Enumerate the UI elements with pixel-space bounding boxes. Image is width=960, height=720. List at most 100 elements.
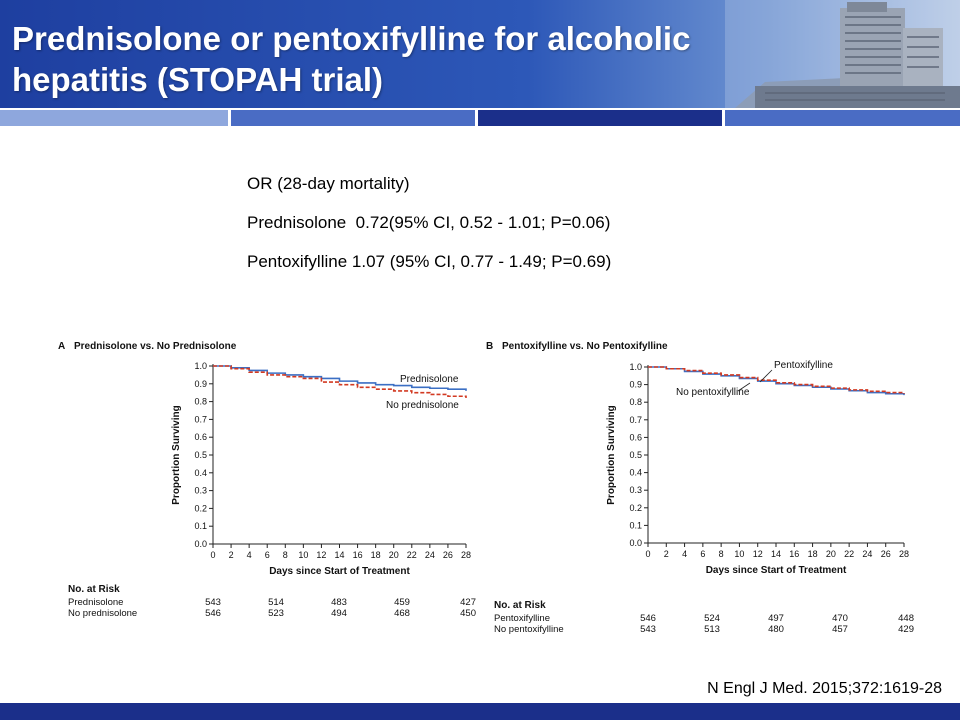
risk-cell: 523	[268, 608, 284, 619]
risk-cell: 483	[331, 597, 347, 608]
odds-ratio-heading: OR (28-day mortality)	[247, 174, 410, 193]
chart-title: Pentoxifylline vs. No Pentoxifylline	[502, 341, 668, 352]
risk-cell: 459	[394, 597, 410, 608]
risk-row-label: No prednisolone	[68, 608, 137, 619]
x-tick-label: 8	[283, 550, 288, 560]
risk-table-title: No. at Risk	[68, 584, 120, 595]
header-stripe	[478, 110, 722, 126]
risk-cell: 468	[394, 608, 410, 619]
y-tick-label: 0.8	[194, 397, 207, 407]
y-tick-label: 0.1	[194, 521, 207, 531]
risk-cell: 513	[704, 624, 720, 635]
x-tick-label: 10	[298, 550, 308, 560]
y-tick-label: 0.9	[194, 379, 207, 389]
x-tick-label: 2	[229, 550, 234, 560]
series-label: No prednisolone	[386, 400, 459, 411]
y-tick-label: 0.6	[629, 432, 642, 442]
label-leader-line	[759, 369, 773, 383]
y-tick-label: 1.0	[194, 361, 207, 371]
risk-cell: 514	[268, 597, 284, 608]
x-tick-label: 0	[645, 549, 650, 559]
y-tick-label: 0.7	[629, 415, 642, 425]
risk-cell: 427	[460, 597, 476, 608]
x-tick-label: 0	[210, 550, 215, 560]
header-stripe	[231, 110, 475, 126]
risk-row-label: Prednisolone	[68, 597, 123, 608]
risk-cell: 543	[640, 624, 656, 635]
risk-cell: 543	[205, 597, 221, 608]
x-tick-label: 4	[247, 550, 252, 560]
y-tick-label: 0.9	[629, 380, 642, 390]
x-tick-label: 12	[316, 550, 326, 560]
series-label: Prednisolone	[400, 374, 459, 385]
risk-cell: 546	[640, 613, 656, 624]
x-tick-label: 20	[389, 550, 399, 560]
y-tick-label: 0.5	[629, 450, 642, 460]
y-tick-label: 0.1	[629, 520, 642, 530]
y-tick-label: 0.2	[629, 503, 642, 513]
km-chart-b: B Pentoxifylline vs. No Pentoxifylline 0.0…	[486, 341, 914, 635]
series-label: No pentoxifylline	[676, 387, 750, 398]
slide-title-line-1: Prednisolone or pentoxifylline for alcoh…	[12, 20, 691, 57]
x-tick-label: 20	[826, 549, 836, 559]
x-tick-label: 28	[461, 550, 471, 560]
x-tick-label: 16	[353, 550, 363, 560]
y-tick-label: 0.3	[629, 485, 642, 495]
risk-cell: 470	[832, 613, 848, 624]
y-tick-label: 0.3	[194, 486, 207, 496]
citation: N Engl J Med. 2015;372:1619-28	[707, 680, 942, 697]
x-tick-label: 10	[734, 549, 744, 559]
risk-row-label: Pentoxifylline	[494, 613, 550, 624]
risk-cell: 457	[832, 624, 848, 635]
y-tick-label: 0.4	[194, 468, 207, 478]
slide-header: Prednisolone or pentoxifylline for alcoh…	[0, 0, 960, 108]
y-tick-label: 0.0	[629, 538, 642, 548]
x-tick-label: 2	[664, 549, 669, 559]
x-tick-label: 4	[682, 549, 687, 559]
x-tick-label: 28	[899, 549, 909, 559]
panel-label: A	[58, 341, 65, 352]
label-leader-line	[737, 382, 751, 392]
header-stripe	[0, 110, 228, 126]
risk-cell: 494	[331, 608, 347, 619]
x-tick-label: 22	[844, 549, 854, 559]
x-tick-label: 26	[443, 550, 453, 560]
risk-table-title: No. at Risk	[494, 600, 546, 611]
chart-title: Prednisolone vs. No Prednisolone	[74, 341, 237, 352]
risk-cell: 497	[768, 613, 784, 624]
y-tick-label: 0.0	[194, 539, 207, 549]
y-tick-label: 0.7	[194, 414, 207, 424]
y-axis-label: Proportion Surviving	[171, 405, 182, 504]
series-label: Pentoxifylline	[774, 360, 833, 371]
slide-title: Prednisolone or pentoxifylline for alcoh…	[12, 18, 812, 100]
x-tick-label: 12	[753, 549, 763, 559]
y-tick-label: 0.6	[194, 432, 207, 442]
y-tick-label: 0.2	[194, 503, 207, 513]
y-tick-label: 0.4	[629, 468, 642, 478]
risk-row-label: No pentoxifylline	[494, 624, 564, 635]
x-tick-label: 24	[425, 550, 435, 560]
x-tick-label: 14	[334, 550, 344, 560]
hospital-building-image	[725, 0, 960, 108]
y-axis-label: Proportion Surviving	[606, 405, 617, 504]
x-tick-label: 6	[700, 549, 705, 559]
x-tick-label: 22	[407, 550, 417, 560]
x-tick-label: 6	[265, 550, 270, 560]
x-tick-label: 26	[881, 549, 891, 559]
x-tick-label: 18	[371, 550, 381, 560]
odds-ratio-block: OR (28-day mortality) Prednisolone 0.72(…	[247, 172, 611, 289]
risk-cell: 429	[898, 624, 914, 635]
y-tick-label: 1.0	[629, 362, 642, 372]
x-axis-label: Days since Start of Treatment	[269, 566, 410, 577]
km-panel-b: B Pentoxifylline vs. No Pentoxifylline 0.0…	[480, 336, 950, 636]
panel-label: B	[486, 341, 493, 352]
risk-cell: 524	[704, 613, 720, 624]
series-line-0	[213, 365, 467, 391]
y-tick-label: 0.5	[194, 450, 207, 460]
risk-cell: 546	[205, 608, 221, 619]
footer-bar	[0, 703, 960, 720]
y-tick-label: 0.8	[629, 397, 642, 407]
header-stripe	[725, 110, 960, 126]
slide-title-line-2: hepatitis (STOPAH trial)	[12, 61, 383, 98]
x-tick-label: 18	[808, 549, 818, 559]
